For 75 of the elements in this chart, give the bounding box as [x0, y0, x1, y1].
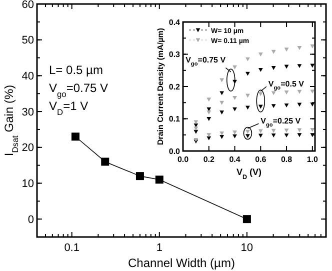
x-tick-label: 0.8 [280, 155, 293, 164]
x-tick-label: 0.2 [203, 155, 215, 164]
point [271, 91, 276, 96]
y-tick-label: 10 [22, 178, 34, 190]
point [284, 64, 289, 69]
point [194, 130, 198, 134]
annotation: V$_{go}$=0.5 V [268, 80, 305, 92]
point [258, 52, 263, 56]
y-tick-label: 50 [22, 34, 34, 47]
point [297, 90, 302, 94]
point [271, 50, 276, 54]
point [246, 57, 250, 62]
annotation: L= 0.5 µm [49, 63, 103, 77]
point [232, 65, 237, 70]
x-axis-title: V$_{D}$ (V) [236, 167, 262, 180]
point [297, 64, 302, 68]
point [297, 46, 302, 50]
point [220, 135, 224, 140]
x-axis-title: Channel Width (µm) [128, 256, 235, 270]
point [220, 91, 224, 96]
y-tick-label: 0.1 [168, 114, 181, 124]
point [297, 133, 302, 138]
point [220, 110, 224, 114]
point [258, 129, 263, 134]
point [232, 107, 237, 112]
point [246, 134, 250, 138]
point [194, 120, 198, 124]
point [220, 100, 224, 105]
y-tick-label: 0.2 [168, 82, 181, 92]
point [258, 68, 263, 72]
point [310, 90, 315, 94]
point [232, 130, 237, 134]
point [310, 128, 315, 132]
point [258, 92, 263, 96]
point [206, 116, 212, 121]
y-tick-label: 20 [22, 142, 34, 154]
y-axis-title: Drain Current Density (mA/µm) [156, 28, 165, 146]
point [284, 48, 289, 52]
point [258, 104, 263, 109]
x-tick-label: 1 [156, 242, 162, 254]
x-tick-label: 1.0 [306, 155, 319, 164]
point [271, 133, 276, 138]
point [206, 110, 212, 114]
point [284, 90, 289, 95]
point [310, 44, 315, 48]
y-tick-label: 60 [22, 0, 34, 11]
y-tick-label: 0.0 [168, 146, 181, 156]
point [232, 134, 237, 138]
y-tick-label: 30 [22, 106, 34, 118]
annotation: V$_{go}$=0.75 V [186, 55, 226, 68]
point [284, 103, 289, 108]
point [194, 126, 198, 131]
x-tick-label: 10 [240, 242, 254, 254]
x-tick-label: 0.1 [64, 242, 80, 254]
point [246, 72, 250, 76]
y-tick-label: 0.4 [168, 18, 181, 27]
annotation: V$_{D}$=1 V [49, 99, 88, 117]
point [220, 132, 224, 136]
x-tick-label: 0.0 [177, 155, 190, 164]
point [284, 128, 289, 133]
annotation: V$_{go}$=0.25 V [260, 116, 302, 129]
y-tick-label: 0 [28, 214, 34, 226]
point [246, 106, 250, 110]
point [271, 66, 276, 70]
y-tick-label: 40 [22, 70, 34, 83]
point [232, 96, 237, 100]
point [271, 128, 276, 133]
x-tick-label: 0.4 [229, 155, 241, 164]
point [271, 104, 276, 108]
x-tick-label: 0.6 [255, 155, 267, 164]
annotation: V$_{go}$=0.75 V [49, 81, 108, 99]
point [206, 133, 212, 138]
point [206, 98, 212, 102]
y-tick-label: 0.3 [168, 50, 181, 60]
point [284, 133, 289, 138]
